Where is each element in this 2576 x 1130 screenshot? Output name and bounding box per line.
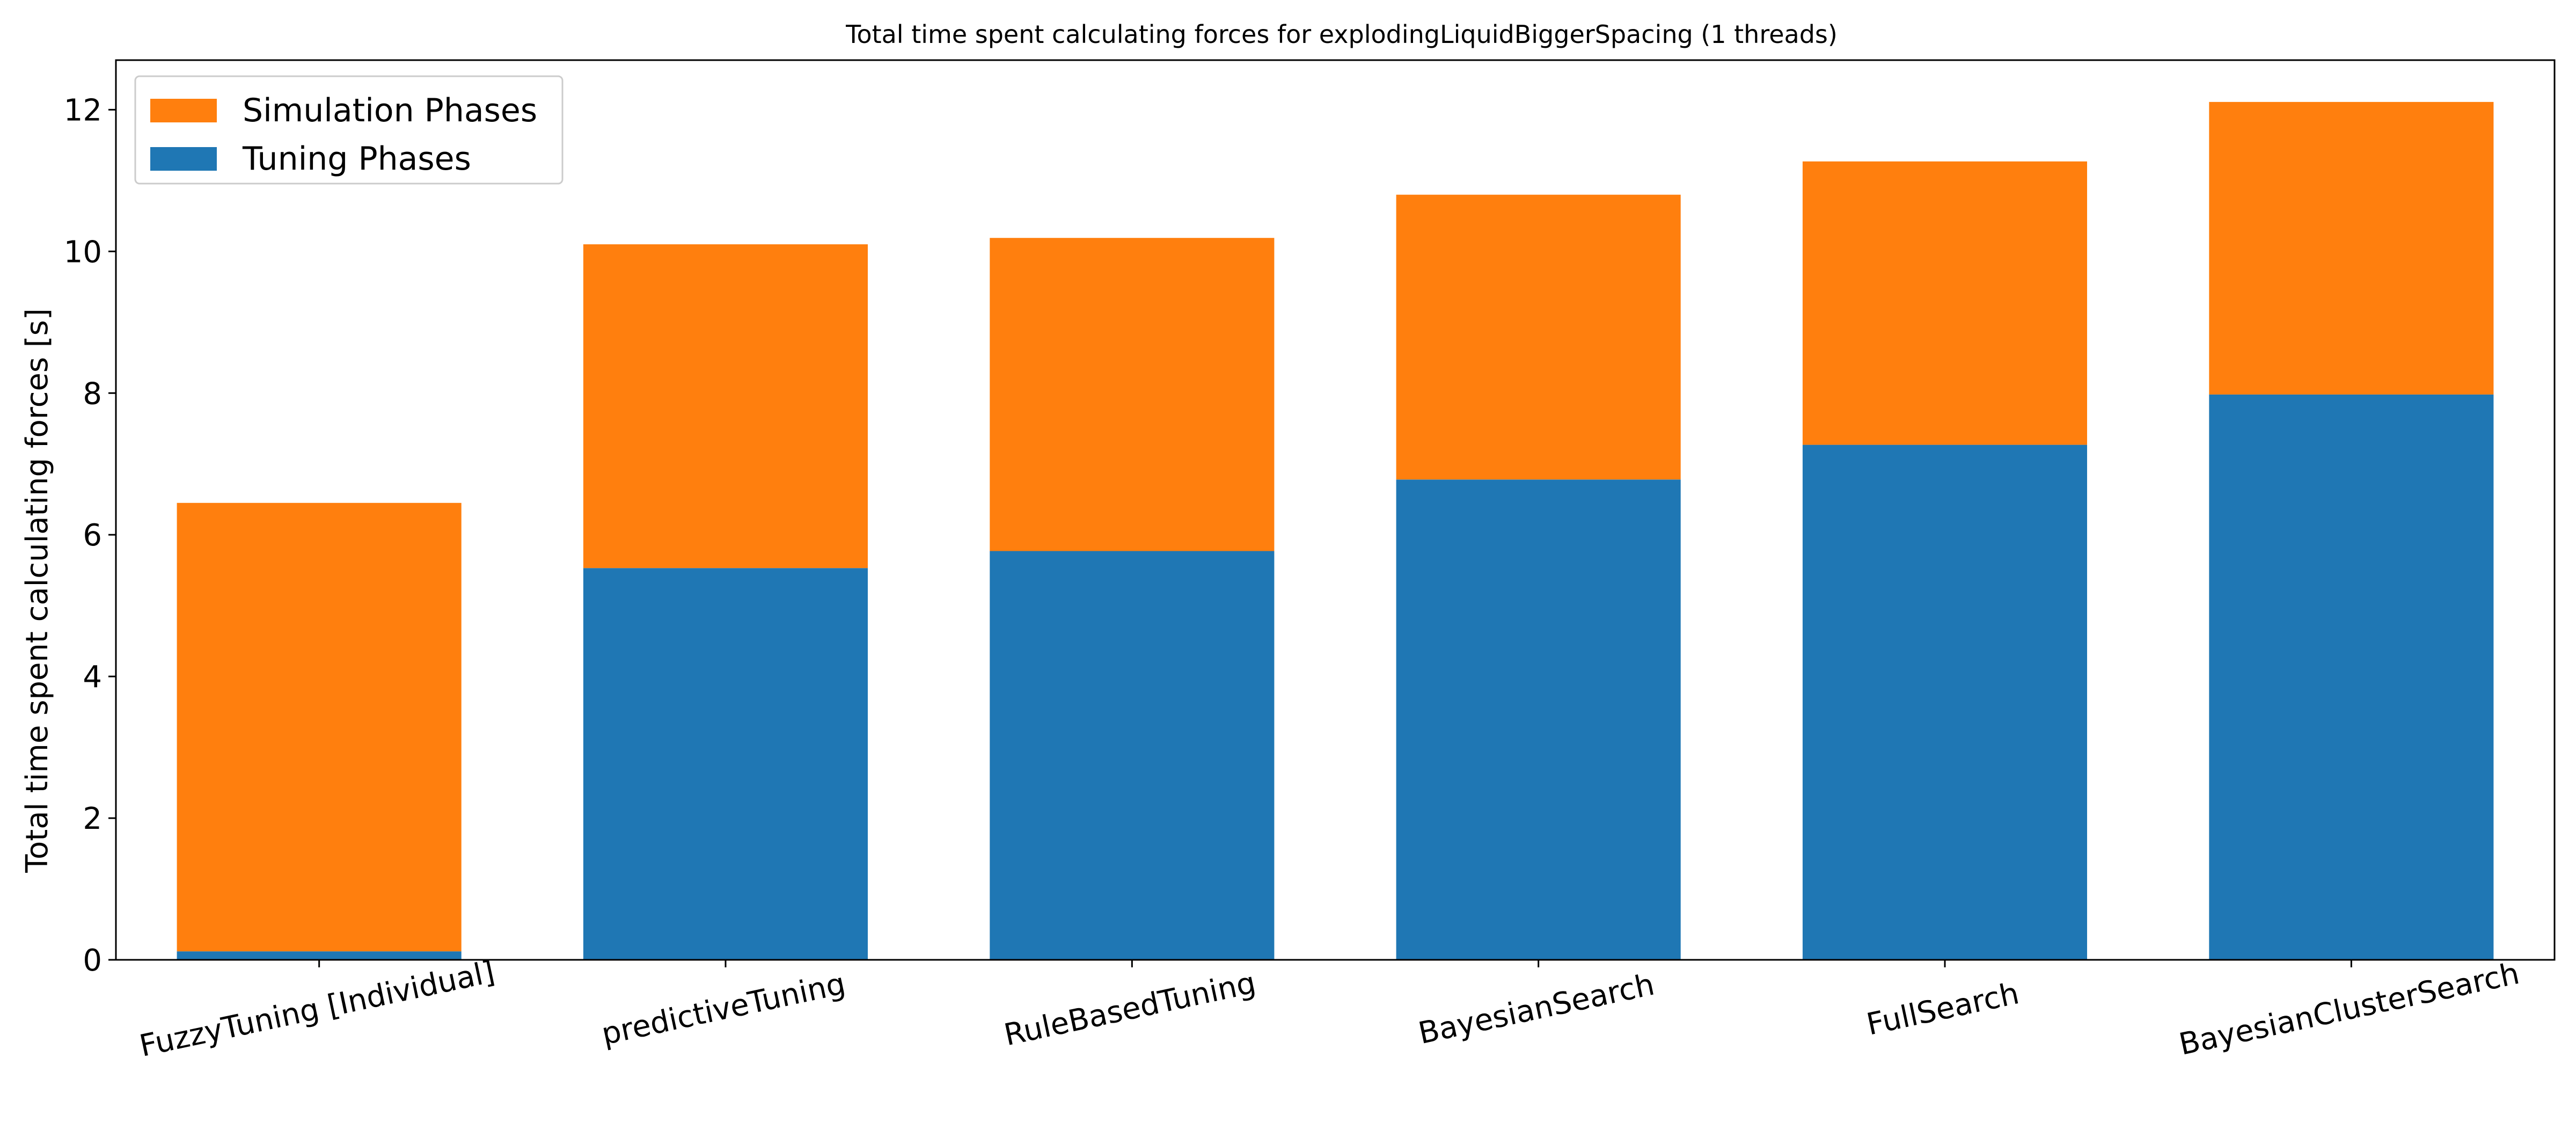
x-tick-label: FuzzyTuning [Individual] [136, 954, 497, 1064]
chart-title: Total time spent calculating forces for … [845, 20, 1838, 49]
legend: Simulation Phases Tuning Phases [134, 75, 564, 185]
plot-frame [115, 59, 2556, 961]
legend-label-1: Tuning Phases [242, 140, 471, 178]
y-tick-label: 10 [64, 235, 102, 269]
bar-tuning-2 [990, 551, 1275, 960]
bar-simulation-1 [583, 244, 868, 568]
bar-tuning-5 [2209, 394, 2494, 960]
legend-swatch-0 [150, 99, 217, 122]
y-tick-label: 2 [83, 801, 102, 836]
legend-swatch-1 [150, 147, 217, 171]
y-tick-label: 6 [83, 518, 102, 553]
bar-simulation-4 [1802, 161, 2087, 445]
bar-simulation-2 [990, 238, 1275, 551]
bar-tuning-1 [583, 568, 868, 960]
bar-tuning-4 [1802, 444, 2087, 960]
x-tick-label: BayesianSearch [1415, 967, 1657, 1052]
x-tick-label: FullSearch [1863, 976, 2022, 1042]
y-tick-label: 4 [83, 660, 102, 695]
x-tick-label: BayesianClusterSearch [2176, 956, 2522, 1062]
bar-simulation-5 [2209, 101, 2494, 395]
bar-tuning-0 [177, 951, 462, 960]
y-tick-label: 0 [83, 943, 102, 978]
x-tick-label: RuleBasedTuning [1001, 966, 1258, 1053]
x-tick-label: predictiveTuning [598, 966, 848, 1052]
bar-simulation-0 [177, 502, 462, 952]
bar-tuning-3 [1396, 479, 1681, 960]
y-tick-label: 12 [64, 93, 102, 128]
y-axis-label: Total time spent calculating forces [s] [20, 308, 55, 873]
legend-label-0: Simulation Phases [243, 92, 537, 129]
bars-layer [177, 101, 2494, 960]
bar-simulation-3 [1396, 194, 1681, 480]
y-tick-label: 8 [83, 376, 102, 411]
legend-box [134, 75, 564, 185]
